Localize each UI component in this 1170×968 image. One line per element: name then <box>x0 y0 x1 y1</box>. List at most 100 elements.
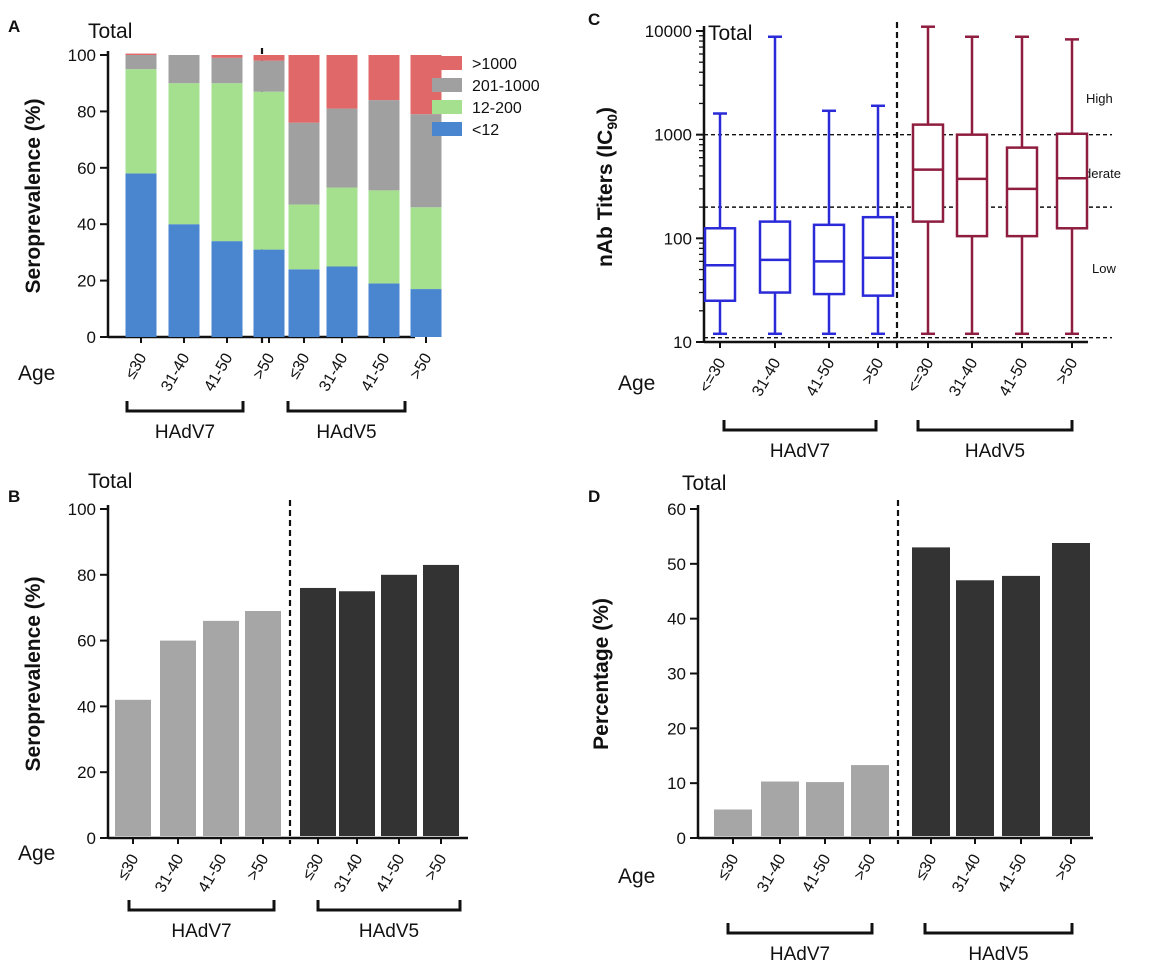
panel-a-bar-segment <box>288 204 320 270</box>
panel-b-ytick-label: 40 <box>77 697 96 716</box>
panel-c-category-label: <=30 <box>904 355 937 395</box>
panel-a-legend-label: 12-200 <box>472 100 522 117</box>
panel-b-category-label: 31-40 <box>152 851 187 895</box>
panel-c-category-label: 31-40 <box>749 355 784 399</box>
panel-c-category-label: 41-50 <box>803 355 838 399</box>
panel-b-category-label: >50 <box>422 851 450 883</box>
panel-a-category-label: 31-40 <box>316 350 351 394</box>
panel-d-ytick-label: 30 <box>667 665 686 684</box>
panel-d-group-label: HAdV7 <box>770 944 830 965</box>
panel-d-ytick-label: 20 <box>667 719 686 738</box>
panel-a-bar-segment <box>211 57 243 84</box>
panel-b-category-label: ≤30 <box>299 851 327 883</box>
panel-b-ytick-label: 100 <box>68 500 96 519</box>
panel-d-bar <box>912 547 950 836</box>
panel-c-category-label: 31-40 <box>946 355 981 399</box>
panel-d-bar <box>956 580 994 836</box>
panel-b-title: Total <box>88 470 132 493</box>
panel-a-bar-segment <box>368 283 400 337</box>
panel-d-bar <box>1002 575 1040 836</box>
panel-c-group-label: HAdV7 <box>770 441 830 462</box>
panel-d-category-label: 41-50 <box>995 851 1030 895</box>
panel-a-ytick-label: 80 <box>77 102 96 121</box>
panel-d-age-label: Age <box>618 865 655 888</box>
panel-c-category-label: >50 <box>859 355 887 387</box>
panel-a-group-label: HAdV5 <box>316 422 376 443</box>
panel-b-category-label: >50 <box>244 851 272 883</box>
panel-c-marks: 10 100 1000 10000 <=30 31-40 41-50 >50 <=30 31-40… <box>645 22 1112 462</box>
panel-c-ylabel-end: ) <box>594 107 617 114</box>
panel-a-category-label: >50 <box>407 350 435 382</box>
panel-a-legend-label: <12 <box>472 122 499 139</box>
panel-a-bar-segment <box>326 55 358 109</box>
panel-a-group-label: HAdV7 <box>155 422 215 443</box>
panel-a-legend-swatch <box>432 78 462 92</box>
panel-a-category-label: 41-50 <box>358 350 393 394</box>
panel-a-category-label: >50 <box>250 350 278 382</box>
panel-a-bar-segment <box>211 83 243 242</box>
panel-a-ylabel: Seroprevalence (%) <box>22 99 45 294</box>
panel-b-group-bracket <box>127 900 276 912</box>
panel-a-bar-segment <box>288 55 320 123</box>
panel-a-bar-segment <box>125 69 157 174</box>
panel-a-bar-segment <box>326 266 358 337</box>
panel-a-category-label: 41-50 <box>201 350 236 394</box>
panel-a-group-bracket <box>125 401 245 413</box>
panel-d-category-label: 31-40 <box>949 851 984 895</box>
panel-d-ytick-label: 40 <box>667 610 686 629</box>
panel-a-bar-segment <box>288 269 320 337</box>
panel-d-bar <box>761 781 799 836</box>
panel-c-ytick-label: 100 <box>664 229 692 248</box>
panel-d-ytick-label: 60 <box>667 500 686 519</box>
panel-a-age-label: Age <box>18 362 55 385</box>
panel-c-age-label: Age <box>618 372 655 395</box>
panel-c-ytick-label: 10000 <box>645 22 692 41</box>
panel-d-ytick-label: 10 <box>667 774 686 793</box>
panel-c-ytick-label: 10 <box>673 333 692 352</box>
panel-c-box <box>955 133 989 238</box>
panel-b-group-label: HAdV5 <box>359 921 419 942</box>
panel-a-legend-swatch <box>432 100 462 114</box>
panel-c-zone-high: High <box>1086 91 1113 106</box>
panel-d-title: Total <box>682 472 726 495</box>
panel-a-ytick-label: 60 <box>77 159 96 178</box>
panel-c-group-bracket <box>916 420 1074 432</box>
panel-d-category-label: ≤30 <box>912 851 940 883</box>
panel-a-group-bracket <box>286 401 407 413</box>
panel-b-group-label: HAdV7 <box>171 921 231 942</box>
panel-b-bar <box>339 591 375 836</box>
panel-d-ytick-label: 0 <box>677 829 686 848</box>
panel-b-bar <box>203 620 239 836</box>
panel-b-ytick-label: 80 <box>77 566 96 585</box>
panel-a-bar-segment <box>253 55 285 61</box>
panel-d-category-label: 31-40 <box>754 851 789 895</box>
panel-c-ylabel-sub: 90 <box>604 114 620 130</box>
panel-c-category-label: >50 <box>1053 355 1081 387</box>
panel-c-ylabel-main: nAb Titers (IC <box>594 130 617 267</box>
panel-b-group-bracket <box>316 900 462 912</box>
panel-a-bar-segment <box>368 100 400 191</box>
panel-a-bar-segment <box>368 190 400 284</box>
panel-a-bar-segment <box>211 55 243 58</box>
panel-c-box <box>911 123 945 223</box>
panel-a-bar-segment <box>326 108 358 188</box>
panel-c-box <box>812 223 846 296</box>
panel-b-category-label: 41-50 <box>195 851 230 895</box>
panel-a-ytick-label: 100 <box>68 46 96 65</box>
panel-a: A Total Seroprevalence (%) Age 0 20 40 60 80… <box>8 17 540 443</box>
panel-b-ytick-label: 60 <box>77 632 96 651</box>
panel-a-bar-segment <box>410 289 442 337</box>
panel-d-bar <box>851 765 889 836</box>
panel-a-bar-segment <box>211 241 243 337</box>
panel-c: C Total nAb Titers (IC90) Age High Moder… <box>588 10 1121 462</box>
panel-a-legend: >1000 201-1000 12-200 <12 <box>432 56 540 139</box>
panel-a-category-label: ≤30 <box>122 350 150 382</box>
panel-b-bar <box>245 610 281 836</box>
panel-d-group-label: HAdV5 <box>968 944 1028 965</box>
panel-b-ylabel: Seroprevalence (%) <box>22 577 45 772</box>
panel-b-letter: B <box>8 487 20 506</box>
panel-a-bar-segment <box>125 53 157 55</box>
panel-a-bar-segment <box>168 224 200 337</box>
